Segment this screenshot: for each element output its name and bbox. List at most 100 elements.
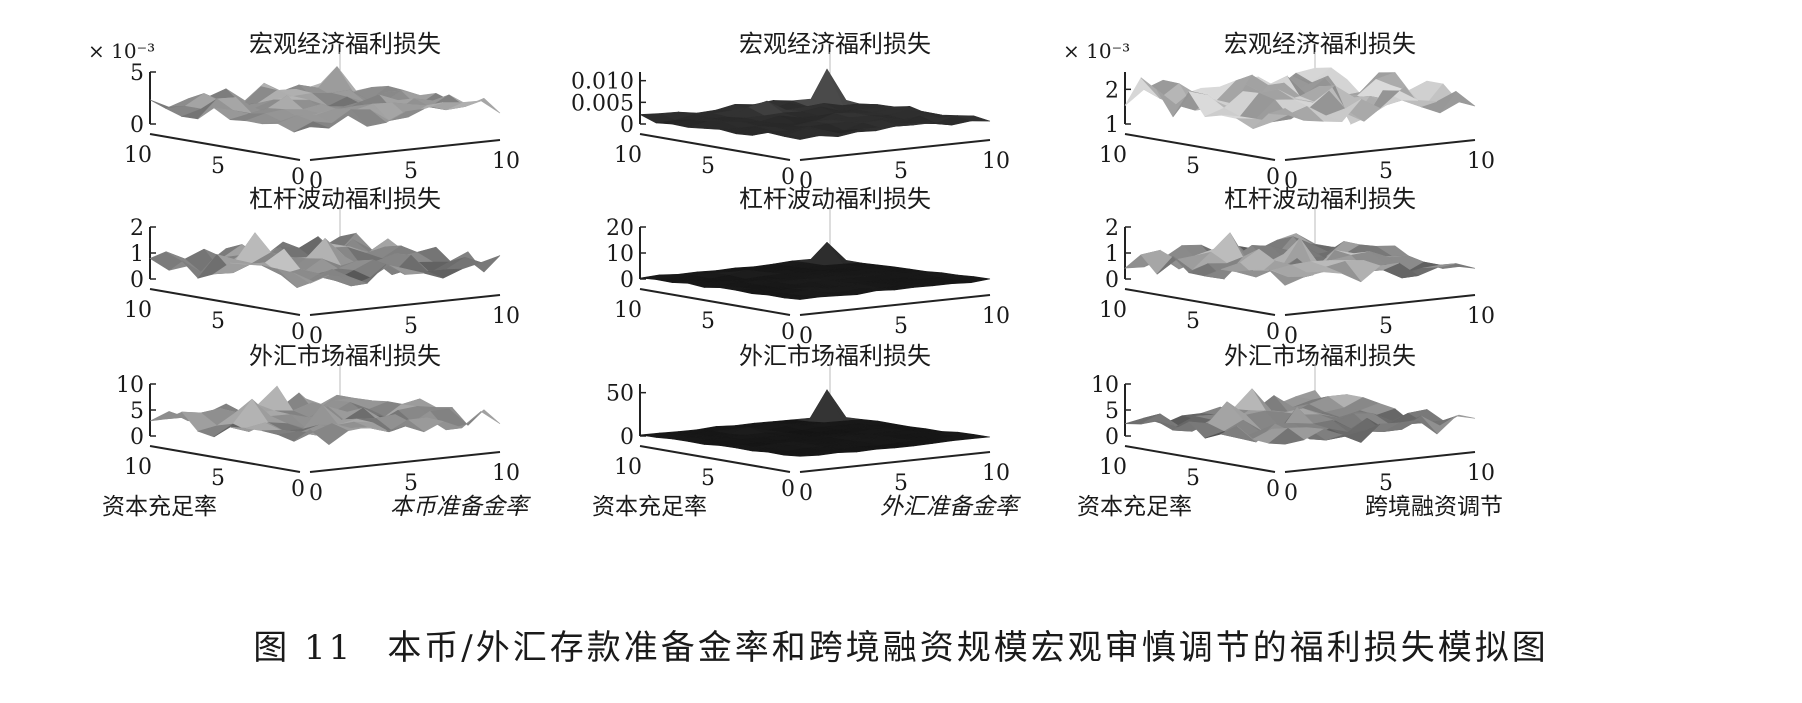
z-tick-label: 20 — [606, 216, 634, 241]
surface-plot-1-1: 宏观经济福利损失 × 10⁻³ 0 5 0 5 10 10 5 0 — [88, 30, 520, 194]
y-tick-label: 0 — [1266, 477, 1280, 502]
x-tick-label: 10 — [982, 304, 1010, 329]
z-tick-label: 1 — [130, 242, 144, 267]
y-tick-label: 5 — [211, 309, 225, 334]
x-tick-label: 10 — [1467, 304, 1495, 329]
x-axis-label: 外汇准备金率 — [880, 494, 1021, 520]
surface-cell — [1268, 108, 1305, 121]
x-axis-line — [799, 139, 991, 161]
y-tick-label: 0 — [1266, 165, 1280, 190]
x-tick-label: 10 — [982, 461, 1010, 486]
y-tick-label: 10 — [614, 455, 642, 480]
y-tick-label: 10 — [1099, 455, 1127, 480]
y-tick-label: 5 — [211, 154, 225, 179]
surface-plot-1-3: 宏观经济福利损失 × 10⁻³ 1 2 0 5 10 10 5 0 — [1063, 30, 1495, 194]
y-tick-label: 0 — [1266, 320, 1280, 345]
figure-label: 图 11 — [253, 628, 354, 668]
y-axis-line — [149, 133, 301, 161]
z-tick-label: 0 — [620, 268, 634, 293]
y-tick-label: 10 — [614, 298, 642, 323]
plot-title: 宏观经济福利损失 — [1224, 30, 1416, 58]
z-tick-label: 2 — [1105, 78, 1119, 103]
x-axis-label: 跨境融资调节 — [1365, 494, 1503, 520]
plot-title: 杠杆波动福利损失 — [739, 185, 931, 213]
x-tick-label: 5 — [1379, 471, 1393, 496]
y-axis-line — [1124, 445, 1276, 473]
x-tick-label: 10 — [982, 149, 1010, 174]
y-tick-label: 5 — [701, 154, 715, 179]
z-tick-label: 0.010 — [571, 70, 634, 95]
plot-title: 外汇市场福利损失 — [1224, 342, 1416, 370]
x-axis-line — [309, 139, 501, 161]
y-axis-label: 资本充足率 — [592, 494, 707, 520]
y-tick-label: 0 — [291, 477, 305, 502]
z-tick-label: 0 — [620, 113, 634, 138]
surface-cell — [1268, 269, 1305, 286]
x-tick-label: 5 — [404, 159, 418, 184]
y-tick-label: 0 — [291, 165, 305, 190]
y-axis-line — [639, 288, 791, 316]
plot-title: 宏观经济福利损失 — [739, 30, 931, 58]
surface-cell — [293, 272, 330, 284]
x-tick-label: 0 — [1284, 481, 1298, 506]
y-tick-label: 5 — [1186, 154, 1200, 179]
plot-title: 杠杆波动福利损失 — [1224, 185, 1416, 213]
x-tick-label: 0 — [799, 481, 813, 506]
y-tick-label: 0 — [781, 320, 795, 345]
z-multiplier: × 10⁻³ — [1063, 39, 1130, 63]
z-tick-label: 0 — [620, 425, 634, 450]
figure-caption-text: 本币/外汇存款准备金率和跨境融资规模宏观审慎调节的福利损失模拟图 — [387, 628, 1549, 668]
x-axis-line — [309, 294, 501, 316]
x-tick-label: 0 — [799, 169, 813, 194]
x-tick-label: 5 — [894, 471, 908, 496]
surface-cell — [293, 429, 330, 445]
z-tick-label: 1 — [1105, 113, 1119, 138]
x-tick-label: 0 — [1284, 324, 1298, 349]
figure-caption: 图 11 本币/外汇存款准备金率和跨境融资规模宏观审慎调节的福利损失模拟图 — [0, 620, 1802, 669]
y-tick-label: 10 — [614, 143, 642, 168]
x-tick-label: 10 — [492, 304, 520, 329]
z-tick-label: 2 — [1105, 216, 1119, 241]
x-tick-label: 10 — [1467, 461, 1495, 486]
surface-cell — [783, 453, 820, 457]
y-axis-line — [639, 445, 791, 473]
y-tick-label: 10 — [124, 298, 152, 323]
x-tick-label: 0 — [309, 169, 323, 194]
y-tick-label: 5 — [701, 466, 715, 491]
plot-title: 杠杆波动福利损失 — [249, 185, 441, 213]
x-tick-label: 0 — [309, 324, 323, 349]
z-tick-label: 0 — [130, 268, 144, 293]
x-axis-line — [1284, 451, 1476, 473]
y-tick-label: 10 — [124, 455, 152, 480]
y-axis-line — [149, 288, 301, 316]
y-tick-label: 10 — [124, 143, 152, 168]
z-tick-label: 10 — [1091, 373, 1119, 398]
x-tick-label: 0 — [799, 324, 813, 349]
z-tick-label: 10 — [116, 373, 144, 398]
z-tick-label: 0 — [1105, 268, 1119, 293]
z-tick-label: 2 — [130, 216, 144, 241]
surface-cell — [1268, 427, 1305, 445]
x-tick-label: 0 — [309, 481, 323, 506]
x-axis-line — [309, 451, 501, 473]
plot-title: 外汇市场福利损失 — [249, 342, 441, 370]
y-tick-label: 0 — [291, 320, 305, 345]
y-axis-line — [1124, 288, 1276, 316]
surface-cell — [783, 295, 820, 300]
z-tick-label: 0 — [1105, 425, 1119, 450]
x-tick-label: 10 — [492, 149, 520, 174]
y-tick-label: 10 — [1099, 298, 1127, 323]
x-axis-line — [799, 294, 991, 316]
surface-cell — [783, 135, 820, 140]
x-tick-label: 5 — [1379, 159, 1393, 184]
z-tick-label: 0.005 — [571, 91, 634, 116]
plot-title: 外汇市场福利损失 — [739, 342, 931, 370]
y-tick-label: 5 — [701, 309, 715, 334]
